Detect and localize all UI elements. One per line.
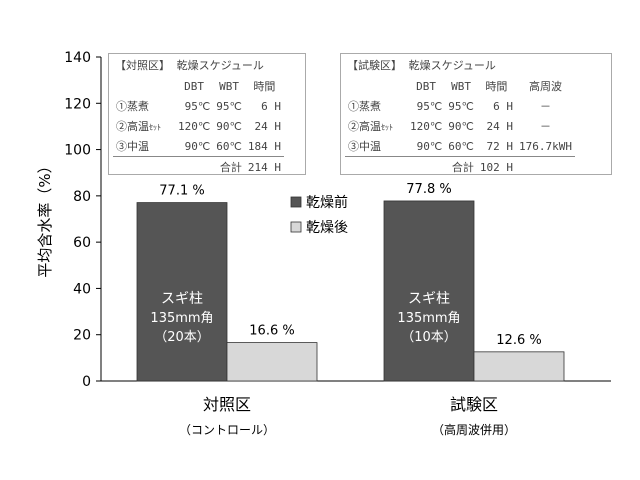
bar-after: [473, 351, 565, 382]
control-wbt: 95℃: [216, 99, 242, 113]
test-step: ③中温: [348, 140, 381, 153]
bars: [136, 200, 565, 382]
control-time: 24 H: [254, 119, 281, 133]
test-hf: 176.7kWH: [518, 139, 572, 153]
bar-annotation-line1: スギ柱: [408, 291, 450, 307]
data-label: 77.1 %: [159, 184, 204, 199]
control-header-wbt: WBT: [219, 79, 239, 93]
test-header-time: 時間: [485, 80, 508, 93]
y-tick-label: 20: [73, 328, 91, 344]
axes: 0 20 40 60 80 100 120 140 平均含水率（%）: [36, 50, 611, 390]
bar-annotation-line1: スギ柱: [161, 291, 203, 307]
bar-annotation-line2: 135mm角: [397, 311, 460, 326]
control-wbt: 60℃: [216, 139, 242, 153]
bar-annotation-line3: （20本）: [154, 330, 210, 345]
control-time: 6 H: [261, 99, 281, 113]
test-hf: －: [539, 100, 551, 113]
data-label: 77.8 %: [406, 182, 451, 197]
test-row: ②高温ｾｯﾄ 120℃ 90℃ 24 H －: [345, 116, 575, 136]
control-step: ②高温ｾｯﾄ: [116, 120, 161, 133]
control-dbt: 95℃: [184, 99, 211, 113]
category-sublabel: （コントロール）: [179, 423, 275, 437]
test-dbt: 120℃: [410, 119, 443, 133]
control-schedule-table: 【対照区】 乾燥スケジュール DBT WBT 時間 ①蒸煮 95℃ 95℃ 6 …: [108, 53, 306, 177]
control-total-label: 合計: [213, 156, 245, 177]
legend-swatch: [290, 196, 302, 208]
control-total-row: 合計 214 H: [113, 156, 284, 177]
bar-annotation-line3: （10本）: [401, 330, 457, 345]
test-table: DBT WBT 時間 高周波 ①蒸煮 95℃ 95℃ 6 H － ②高温ｾｯﾄ …: [345, 76, 575, 177]
control-table: DBT WBT 時間 ①蒸煮 95℃ 95℃ 6 H ②高温ｾｯﾄ 120℃ 9…: [113, 76, 284, 177]
test-total-label: 合計: [445, 156, 477, 177]
y-tick-label: 120: [64, 96, 91, 112]
control-dbt: 90℃: [184, 139, 211, 153]
y-axis-label: 平均含水率（%）: [36, 158, 54, 277]
test-header-row: DBT WBT 時間 高周波: [345, 76, 575, 96]
control-total-time: 214 H: [244, 156, 284, 177]
y-tick-label: 80: [73, 189, 91, 205]
test-total-time: 102 H: [476, 156, 516, 177]
labels: 77.1 % 16.6 % スギ柱 135mm角 （20本） 対照区 （コントロール） 77.…: [150, 182, 541, 437]
y-tick-label: 100: [64, 143, 91, 159]
test-header-dbt: DBT: [416, 79, 437, 93]
control-time: 184 H: [247, 139, 281, 153]
category-label: 対照区: [203, 395, 251, 414]
test-row: ①蒸煮 95℃ 95℃ 6 H －: [345, 96, 575, 116]
y-tick-label: 0: [82, 374, 91, 390]
control-row: ②高温ｾｯﾄ 120℃ 90℃ 24 H: [113, 116, 284, 136]
control-row: ①蒸煮 95℃ 95℃ 6 H: [113, 96, 284, 116]
test-header-wbt: WBT: [451, 79, 471, 93]
control-header-row: DBT WBT 時間: [113, 76, 284, 96]
data-label: 16.6 %: [249, 324, 294, 339]
test-schedule-table: 【試験区】 乾燥スケジュール DBT WBT 時間 高周波 ①蒸煮 95℃ 95…: [340, 53, 612, 177]
test-step: ①蒸煮: [348, 100, 381, 113]
test-row: ③中温 90℃ 60℃ 72 H 176.7kWH: [345, 136, 575, 157]
test-table-title: 【試験区】 乾燥スケジュール: [347, 59, 496, 72]
legend-label: 乾燥前: [306, 194, 348, 211]
test-hf: －: [539, 120, 551, 133]
data-label: 12.6 %: [496, 333, 541, 348]
test-wbt: 60℃: [448, 139, 474, 153]
test-step: ②高温ｾｯﾄ: [348, 120, 393, 133]
bar-before: [383, 200, 475, 382]
category-sublabel: （高周波併用）: [432, 422, 516, 437]
legend-swatch: [290, 221, 302, 233]
control-header-dbt: DBT: [184, 79, 205, 93]
test-dbt: 90℃: [416, 139, 443, 153]
test-wbt: 95℃: [448, 99, 474, 113]
legend-label: 乾燥後: [306, 220, 348, 236]
control-step: ①蒸煮: [116, 100, 149, 113]
bar-annotation-line2: 135mm角: [150, 311, 213, 326]
y-tick-label: 60: [73, 235, 91, 251]
test-header-hf: 高周波: [528, 80, 562, 93]
test-time: 6 H: [493, 99, 513, 113]
control-header-time: 時間: [253, 80, 276, 93]
test-time: 24 H: [486, 119, 513, 133]
y-tick-label: 40: [73, 281, 91, 297]
bar-after: [226, 342, 318, 382]
test-time: 72 H: [486, 139, 513, 153]
control-row: ③中温 90℃ 60℃ 184 H: [113, 136, 284, 157]
test-total-row: 合計 102 H: [345, 156, 575, 177]
control-table-title: 【対照区】 乾燥スケジュール: [115, 59, 264, 72]
control-step: ③中温: [116, 140, 149, 153]
control-dbt: 120℃: [178, 119, 211, 133]
test-dbt: 95℃: [416, 99, 443, 113]
bar-before: [136, 202, 228, 382]
category-label: 試験区: [450, 395, 498, 414]
control-wbt: 90℃: [216, 119, 242, 133]
test-wbt: 90℃: [448, 119, 474, 133]
y-tick-label: 140: [64, 50, 91, 66]
